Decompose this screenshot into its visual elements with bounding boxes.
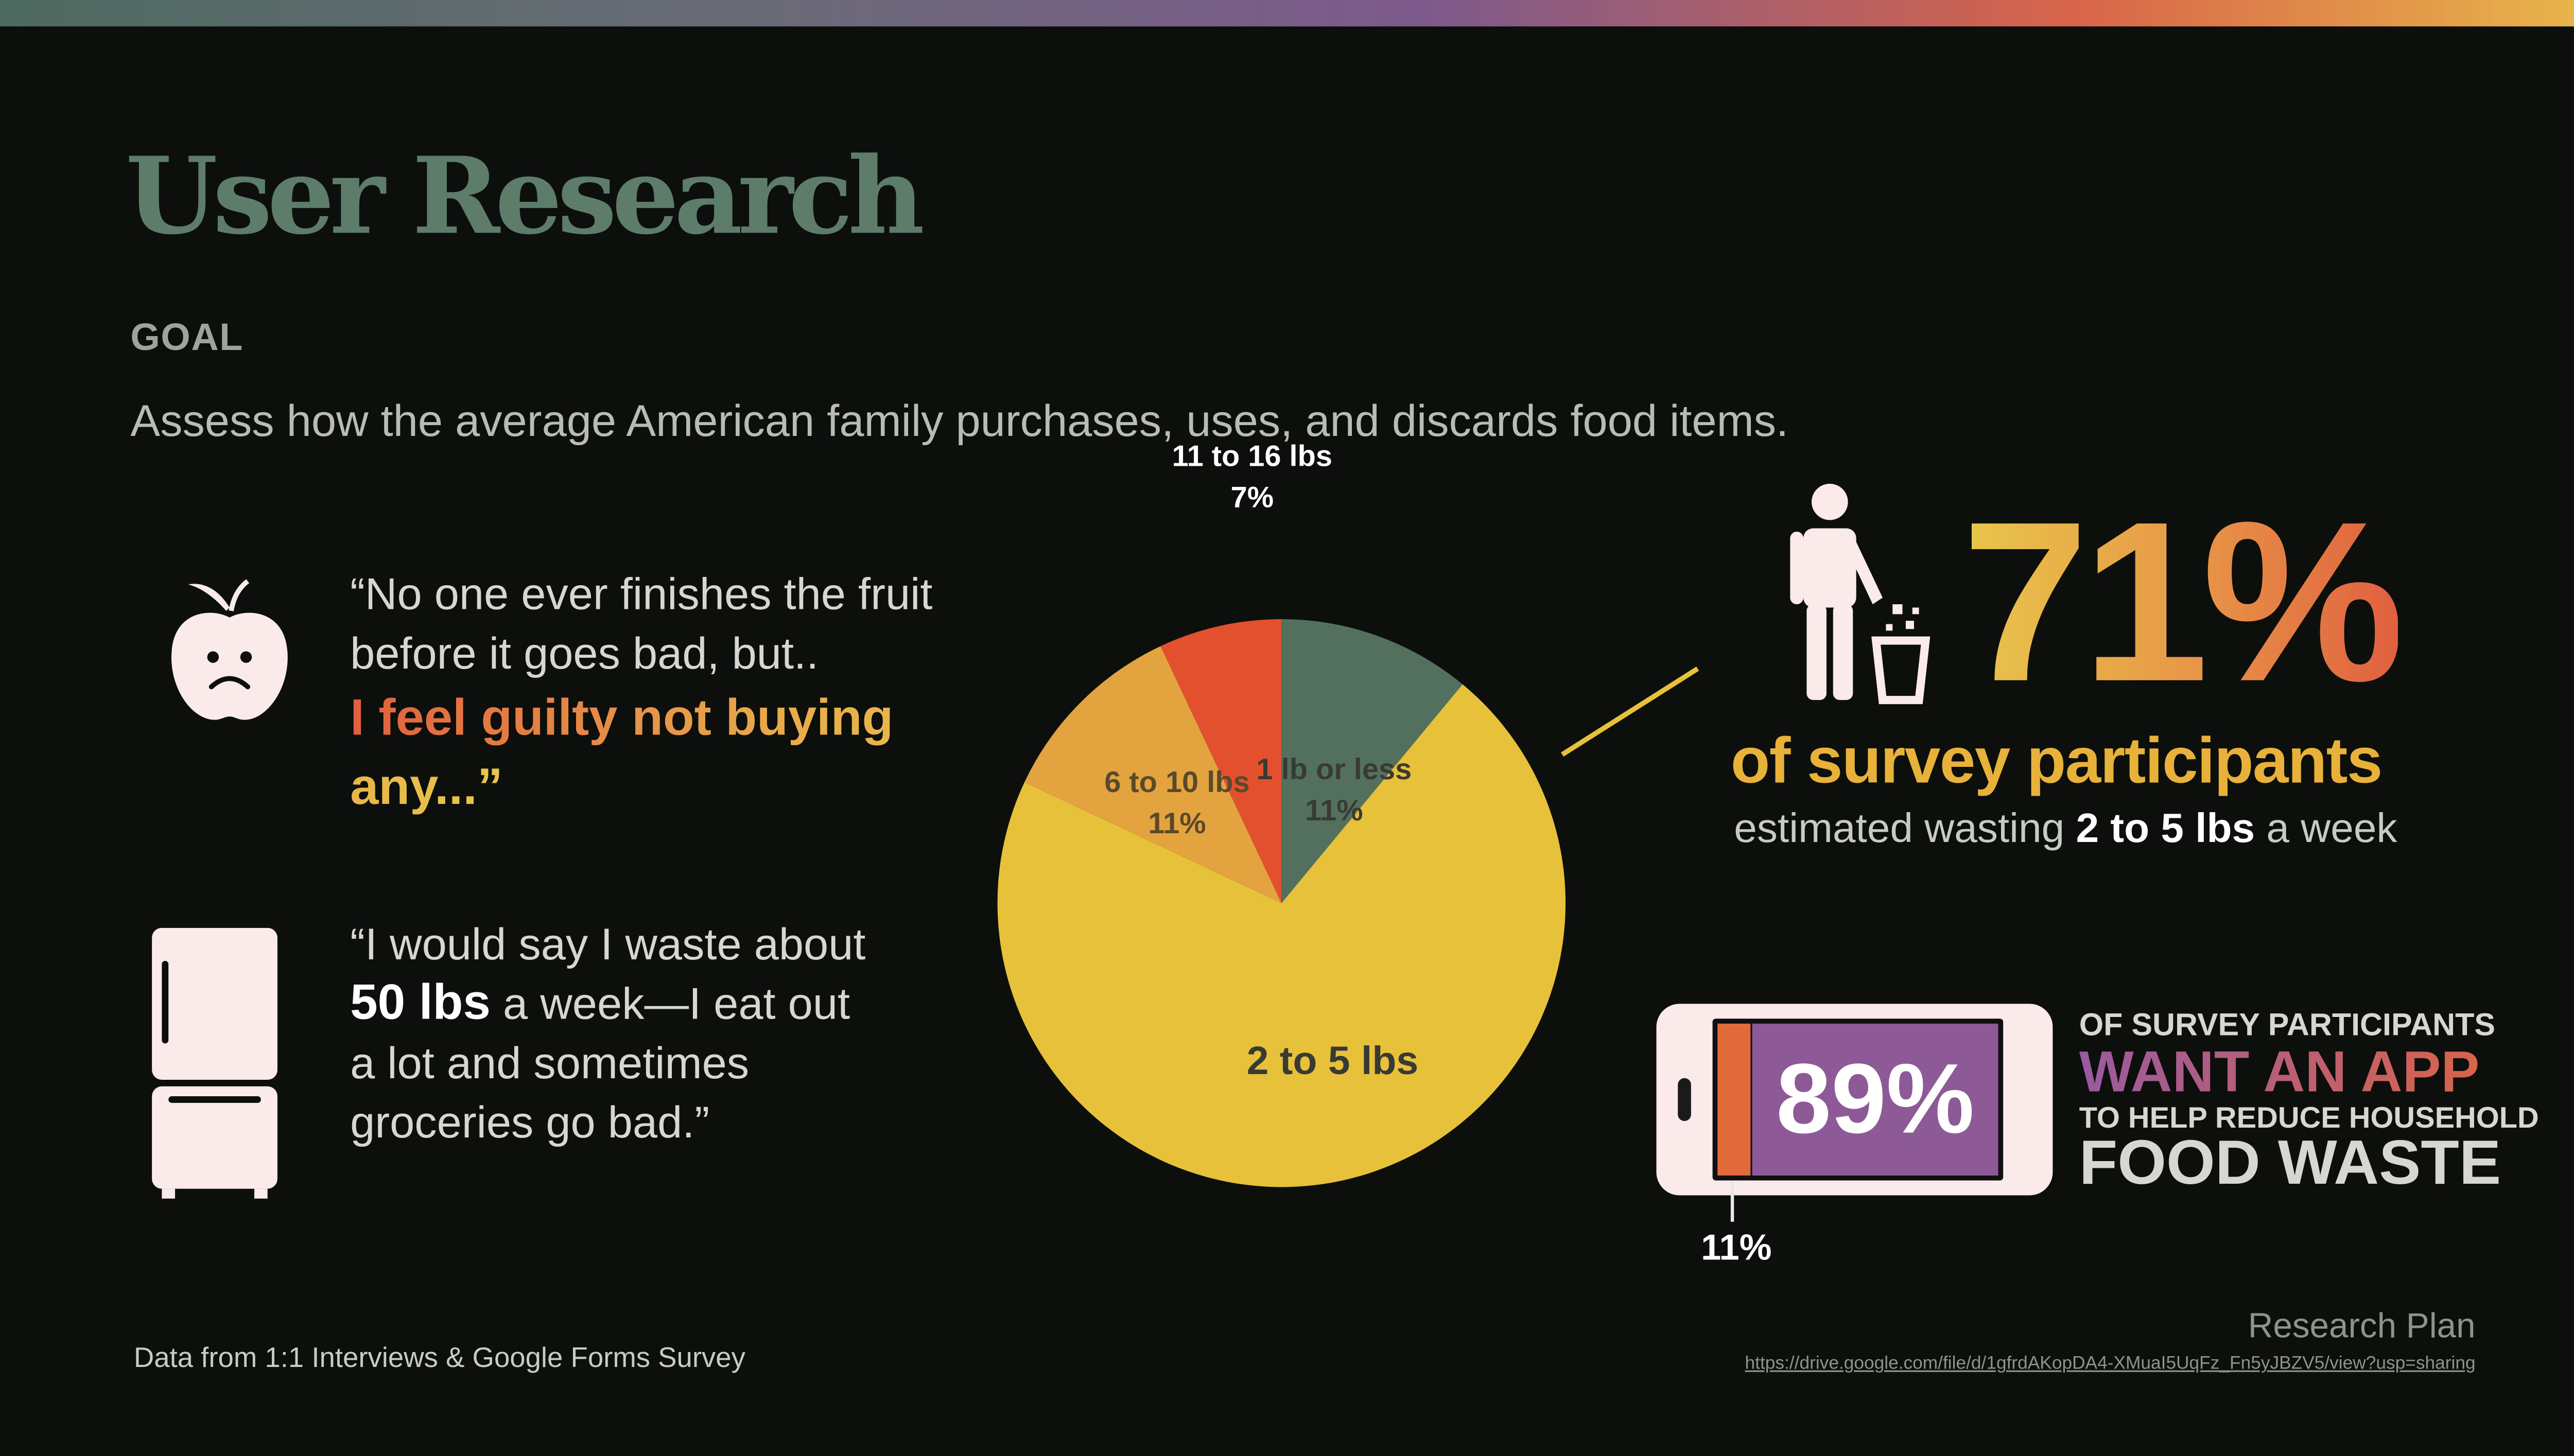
stat-89-remainder: 11%: [1701, 1226, 1772, 1268]
quote-fridge: “I would say I waste about 50 lbs a week…: [350, 915, 879, 1152]
phone-button: [1678, 1078, 1691, 1121]
sad-apple-icon: [171, 579, 288, 720]
quote-fridge-bold: 50 lbs: [350, 975, 491, 1030]
stat-71-subtitle: of survey participants: [1730, 726, 2382, 798]
pie-value-11-to-16-lbs: 7%: [1231, 481, 1274, 514]
stat-71-description: estimated wasting 2 to 5 lbs a week: [1734, 805, 2397, 853]
stat-71-desc-bold: 2 to 5 lbs: [2076, 805, 2255, 852]
stat-89-line2: WANT AN APP: [2079, 1040, 2480, 1106]
quote-fridge-pre: “I would say I waste about: [350, 919, 866, 970]
pie-value-1-lb-or-less: 11%: [1305, 794, 1363, 827]
phone-bar-fill: [1752, 1023, 1998, 1176]
pie-slice-6-to-10-lbs: [1024, 646, 1282, 903]
pie-slice-2-to-5-lbs: [997, 684, 1566, 1187]
stat-89-value: 89%: [1776, 1043, 1975, 1154]
stat-71-desc-pre: estimated wasting: [1734, 805, 2076, 852]
stat-89-line4: FOOD WASTE: [2079, 1129, 2501, 1199]
goal-text: Assess how the average American family p…: [130, 396, 1789, 446]
quote-fridge-post: a week—I eat out a lot and sometimes gro…: [350, 979, 850, 1148]
quote-fruit: “No one ever finishes the fruit before i…: [350, 565, 1011, 822]
stat-89-line3: TO HELP REDUCE HOUSEHOLD: [2079, 1101, 2539, 1134]
pie-chart: 1 lb or less 11% 2 to 5 lbs 6 to 10 lbs 11% 1…: [997, 440, 1699, 1187]
data-source-note: Data from 1:1 Interviews & Google Forms …: [133, 1342, 745, 1374]
stat-89-line1: OF SURVEY PARTICIPANTS: [2079, 1009, 2496, 1044]
pie-value-6-to-10-lbs: 11%: [1148, 807, 1206, 840]
pie-slice-1-lb-or-less: [1281, 619, 1463, 903]
pie-label-2-to-5-lbs: 2 to 5 lbs: [1247, 1039, 1419, 1083]
pie-label-1-lb-or-less: 1 lb or less: [1257, 753, 1412, 786]
pie-label-11-to-16-lbs: 11 to 16 lbs: [1172, 440, 1332, 472]
gradient-top-bar: [0, 0, 2574, 27]
remainder-tick: [1730, 1182, 1734, 1222]
research-plan-link[interactable]: https://drive.google.com/file/d/1gfrdAKo…: [1745, 1354, 2476, 1374]
refrigerator-icon: [152, 927, 277, 1199]
stat-71-desc-post: a week: [2255, 805, 2397, 852]
research-plan-label: Research Plan: [2248, 1307, 2476, 1346]
quote-fruit-text: “No one ever finishes the fruit before i…: [350, 569, 933, 679]
pie-label-6-to-10-lbs: 6 to 10 lbs: [1104, 766, 1249, 799]
person-trash-icon: [1790, 483, 1931, 705]
pie-slice-11-to-16-lbs: [1160, 619, 1282, 903]
stat-71-value: 71%: [1961, 475, 2405, 730]
goal-label: GOAL: [130, 315, 244, 359]
page-title: User Research: [125, 135, 925, 259]
phone-bar-remainder: [1717, 1023, 1751, 1176]
quote-fruit-highlight: I feel guilty not buying any...”: [350, 688, 894, 816]
callout-line: [1561, 666, 1699, 757]
